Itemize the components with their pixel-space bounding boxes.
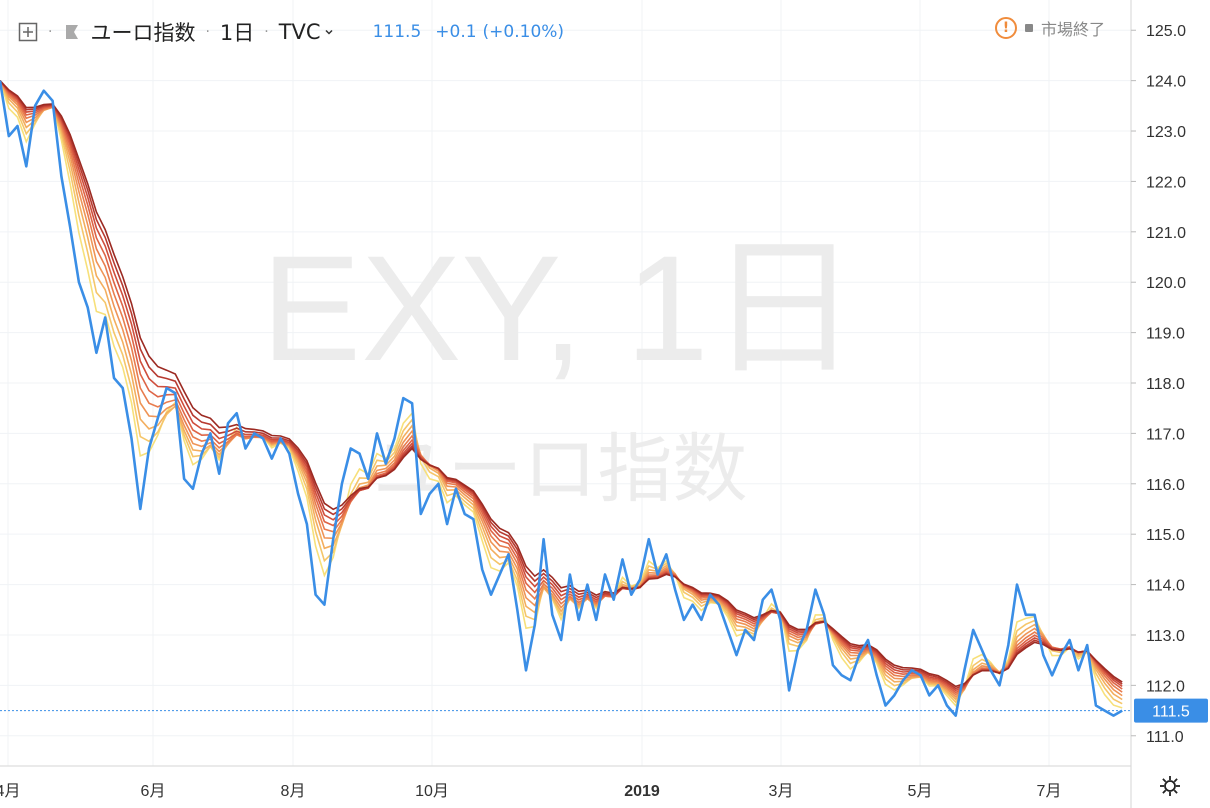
ma-line: [0, 80, 1123, 696]
price-axis[interactable]: 125.0 124.0 123.0 122.0 121.0 120.0 119.0 118.0…: [1131, 23, 1186, 746]
price-change: +0.1: [435, 22, 477, 42]
price-line: [0, 80, 1123, 717]
flag-icon[interactable]: [62, 22, 82, 42]
y-tick-label: 121.0: [1146, 225, 1186, 242]
watermark-title: EXY, 1日: [261, 224, 859, 392]
ma-line: [0, 80, 1123, 690]
y-tick-label: 123.0: [1146, 124, 1186, 141]
price-label-tag: 111.5: [1134, 698, 1208, 723]
x-tick-label: 3月: [769, 783, 794, 800]
chart-watermark: EXY, 1日 ユーロ指数: [261, 224, 859, 511]
time-axis[interactable]: 4月 6月 8月 10月 2019 3月 5月 7月: [0, 783, 1061, 800]
ma-line: [0, 80, 1123, 709]
ma-line: [0, 80, 1123, 694]
y-tick-label: 111.0: [1146, 729, 1184, 746]
symbol-header: · ユーロ指数 · 1日 · TVC 111.5 +0.1 (+0.10%): [18, 16, 564, 48]
ma-line: [0, 80, 1123, 688]
x-tick-label: 2019: [624, 783, 660, 800]
separator: ·: [205, 24, 210, 40]
status-dot-icon: [1025, 24, 1033, 32]
symbol-name[interactable]: ユーロ指数: [90, 21, 196, 45]
exchange-selector[interactable]: TVC: [279, 20, 335, 44]
y-tick-label: 114.0: [1146, 578, 1185, 595]
y-tick-label: 125.0: [1146, 23, 1186, 40]
x-tick-label: 6月: [141, 783, 166, 800]
y-tick-label: 118.0: [1146, 376, 1185, 393]
y-tick-label: 113.0: [1146, 628, 1185, 645]
x-tick-label: 7月: [1037, 783, 1062, 800]
chevron-down-icon: [325, 29, 333, 35]
y-tick-label: 119.0: [1146, 326, 1185, 343]
x-tick-label: 8月: [281, 783, 306, 800]
market-status[interactable]: ! 市場終了: [995, 16, 1105, 40]
x-tick-label: 5月: [908, 783, 933, 800]
ma-line: [0, 80, 1123, 692]
y-tick-label: 116.0: [1146, 477, 1185, 494]
ma-line: [0, 80, 1123, 705]
price-change-pct: (+0.10%): [482, 22, 565, 42]
x-tick-label: 10月: [415, 783, 449, 800]
quote-values: 111.5 +0.1 (+0.10%): [373, 22, 564, 42]
warning-circle-icon[interactable]: !: [995, 17, 1017, 39]
separator: ·: [48, 24, 53, 40]
y-tick-label: 117.0: [1146, 426, 1185, 443]
y-tick-label: 122.0: [1146, 174, 1186, 191]
interval-label[interactable]: 1日: [219, 21, 255, 45]
last-price: 111.5: [372, 22, 422, 42]
y-tick-label: 112.0: [1146, 678, 1185, 695]
y-tick-label: 120.0: [1146, 275, 1186, 292]
ma-ribbon: [0, 80, 1123, 709]
exchange-label: TVC: [278, 20, 321, 44]
price-series: [0, 80, 1123, 717]
y-tick-label: 115.0: [1146, 527, 1185, 544]
plus-square-icon[interactable]: [18, 22, 38, 42]
gear-icon[interactable]: [1158, 774, 1182, 798]
market-status-label: 市場終了: [1041, 20, 1106, 39]
price-label: 111.5: [1152, 704, 1190, 721]
ma-line: [0, 80, 1123, 701]
x-tick-label: 4月: [0, 783, 20, 800]
ma-line: [0, 80, 1123, 698]
y-tick-label: 124.0: [1146, 74, 1186, 91]
separator: ·: [264, 24, 269, 40]
